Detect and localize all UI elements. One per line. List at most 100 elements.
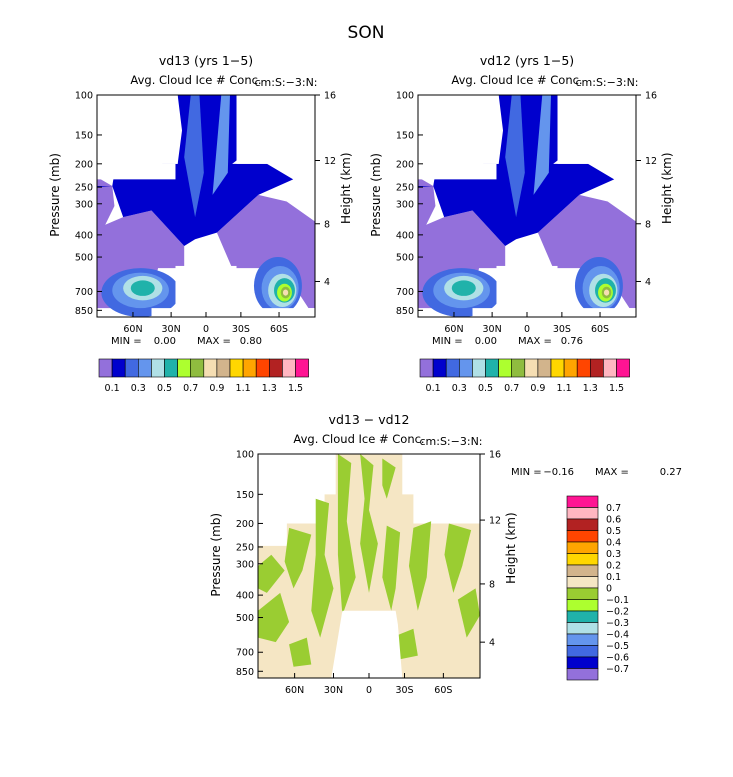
contour-region [97, 177, 115, 229]
missing-region [418, 163, 497, 180]
y-tick-label: 850 [236, 667, 254, 678]
contour-region [382, 458, 396, 499]
y-tick-label: 150 [75, 130, 93, 141]
y-tick-label: 250 [236, 542, 254, 553]
x-tick-label: 60N [444, 324, 463, 335]
chart-units: cm:S:−3:N: [254, 76, 317, 89]
colorbar-swatch [566, 564, 599, 577]
y2-axis-label: Height (km) [339, 152, 353, 223]
contour-region [289, 637, 312, 667]
contour-region [282, 289, 289, 296]
min-label: MIN = [432, 336, 463, 347]
chart-title: vd13 − vd12 [329, 412, 410, 427]
y2-tick-label: 16 [489, 450, 501, 461]
colorbar-swatch [563, 358, 578, 378]
contour-region [451, 280, 476, 296]
x-tick-label: 60N [285, 685, 304, 696]
x-tick-label: 0 [203, 324, 209, 335]
chart-panel-1: vd13 (yrs 1−5) Avg. Cloud Ice # Conc.cm:S… [48, 53, 353, 394]
colorbar-label: 1.3 [262, 383, 277, 394]
y2-tick-label: 8 [489, 579, 495, 590]
contour-region [258, 592, 290, 643]
contour-region [444, 523, 472, 593]
colorbar-label: −0.4 [606, 630, 629, 641]
x-tick-label: 60N [123, 324, 142, 335]
contour-region [382, 525, 401, 611]
colorbar-swatch [566, 507, 599, 520]
missing-region [472, 308, 636, 317]
colorbar-swatch [242, 358, 257, 378]
colorbar-swatch [566, 541, 599, 554]
y-tick-label: 700 [396, 287, 414, 298]
y2-axis-label: Height (km) [504, 512, 518, 583]
colorbar-swatch [566, 622, 599, 635]
colorbar-label: −0.7 [606, 664, 629, 675]
contour-region [457, 588, 480, 638]
colorbar-swatch [111, 358, 126, 378]
y2-tick-label: 16 [324, 91, 336, 102]
x-tick-label: 30N [483, 324, 502, 335]
missing-region [418, 95, 499, 164]
colorbar-label: 0.9 [530, 383, 545, 394]
y-tick-label: 300 [75, 199, 93, 210]
y-tick-label: 500 [75, 253, 93, 264]
chart-panel-3: vd13 − vd12 Avg. Cloud Ice # Conc.cm:S:−3… [209, 412, 682, 696]
colorbar-swatch [229, 358, 244, 378]
colorbar-swatch [550, 358, 565, 378]
colorbar-swatch [566, 610, 599, 623]
colorbar-swatch [458, 358, 473, 378]
colorbar-label: 0.3 [606, 549, 621, 560]
min-value: 0.00 [154, 336, 176, 347]
colorbar-swatch [203, 358, 218, 378]
contour-fill [97, 95, 315, 317]
colorbar-swatch [190, 358, 205, 378]
min-label: MIN = [511, 467, 542, 478]
contour-region [603, 289, 610, 296]
colorbar-swatch [138, 358, 152, 378]
y-tick-label: 500 [396, 253, 414, 264]
x-tick-label: 30N [324, 685, 343, 696]
min-label: MIN = [111, 336, 142, 347]
x-tick-label: 30S [395, 685, 413, 696]
colorbar-label: 0.5 [478, 383, 493, 394]
colorbar-label: 0.6 [606, 515, 621, 526]
colorbar-swatch [511, 358, 526, 378]
colorbar: 0.1 0.3 0.5 0.7 0.9 1.1 1.3 1.5 [419, 358, 630, 394]
y2-tick-label: 4 [324, 277, 330, 288]
colorbar-label: 0.9 [209, 383, 224, 394]
y-tick-label: 700 [75, 287, 93, 298]
colorbar-swatch [566, 530, 599, 543]
colorbar-swatch [566, 495, 599, 508]
y2-tick-label: 12 [324, 156, 336, 167]
y-axis-label: Pressure (mb) [369, 153, 383, 237]
colorbar-label: 1.1 [236, 383, 251, 394]
colorbar-label: −0.1 [606, 595, 629, 606]
page-title: SON [348, 23, 385, 43]
colorbar-label: −0.2 [606, 607, 629, 618]
contour-region [212, 95, 230, 195]
colorbar-swatch [255, 358, 270, 378]
chart-subtitle: Avg. Cloud Ice # Conc. [293, 432, 424, 446]
y-tick-label: 250 [396, 183, 414, 194]
y2-tick-label: 8 [645, 219, 651, 230]
colorbar-swatch [432, 358, 447, 378]
y-tick-label: 300 [396, 199, 414, 210]
chart-subtitle: Avg. Cloud Ice # Conc. [451, 73, 582, 87]
colorbar-swatch [177, 358, 192, 378]
colorbar-label: 1.1 [557, 383, 572, 394]
y-axis-label: Pressure (mb) [209, 513, 223, 597]
contour-region [360, 454, 378, 593]
chart-panel-2: vd12 (yrs 1−5) Avg. Cloud Ice # Conc.cm:S… [369, 53, 674, 394]
y-tick-label: 400 [396, 230, 414, 241]
x-tick-label: 60S [591, 324, 609, 335]
colorbar-label: 0.1 [426, 383, 441, 394]
colorbar-label: 0.1 [105, 383, 120, 394]
colorbar-swatch [566, 576, 599, 589]
max-label: MAX = [518, 336, 552, 347]
colorbar-swatch [295, 358, 309, 378]
colorbar-label: 0.3 [452, 383, 467, 394]
y-tick-label: 400 [75, 230, 93, 241]
colorbar-swatch [566, 656, 599, 669]
y-tick-label: 200 [396, 159, 414, 170]
colorbar-swatch [419, 358, 434, 378]
